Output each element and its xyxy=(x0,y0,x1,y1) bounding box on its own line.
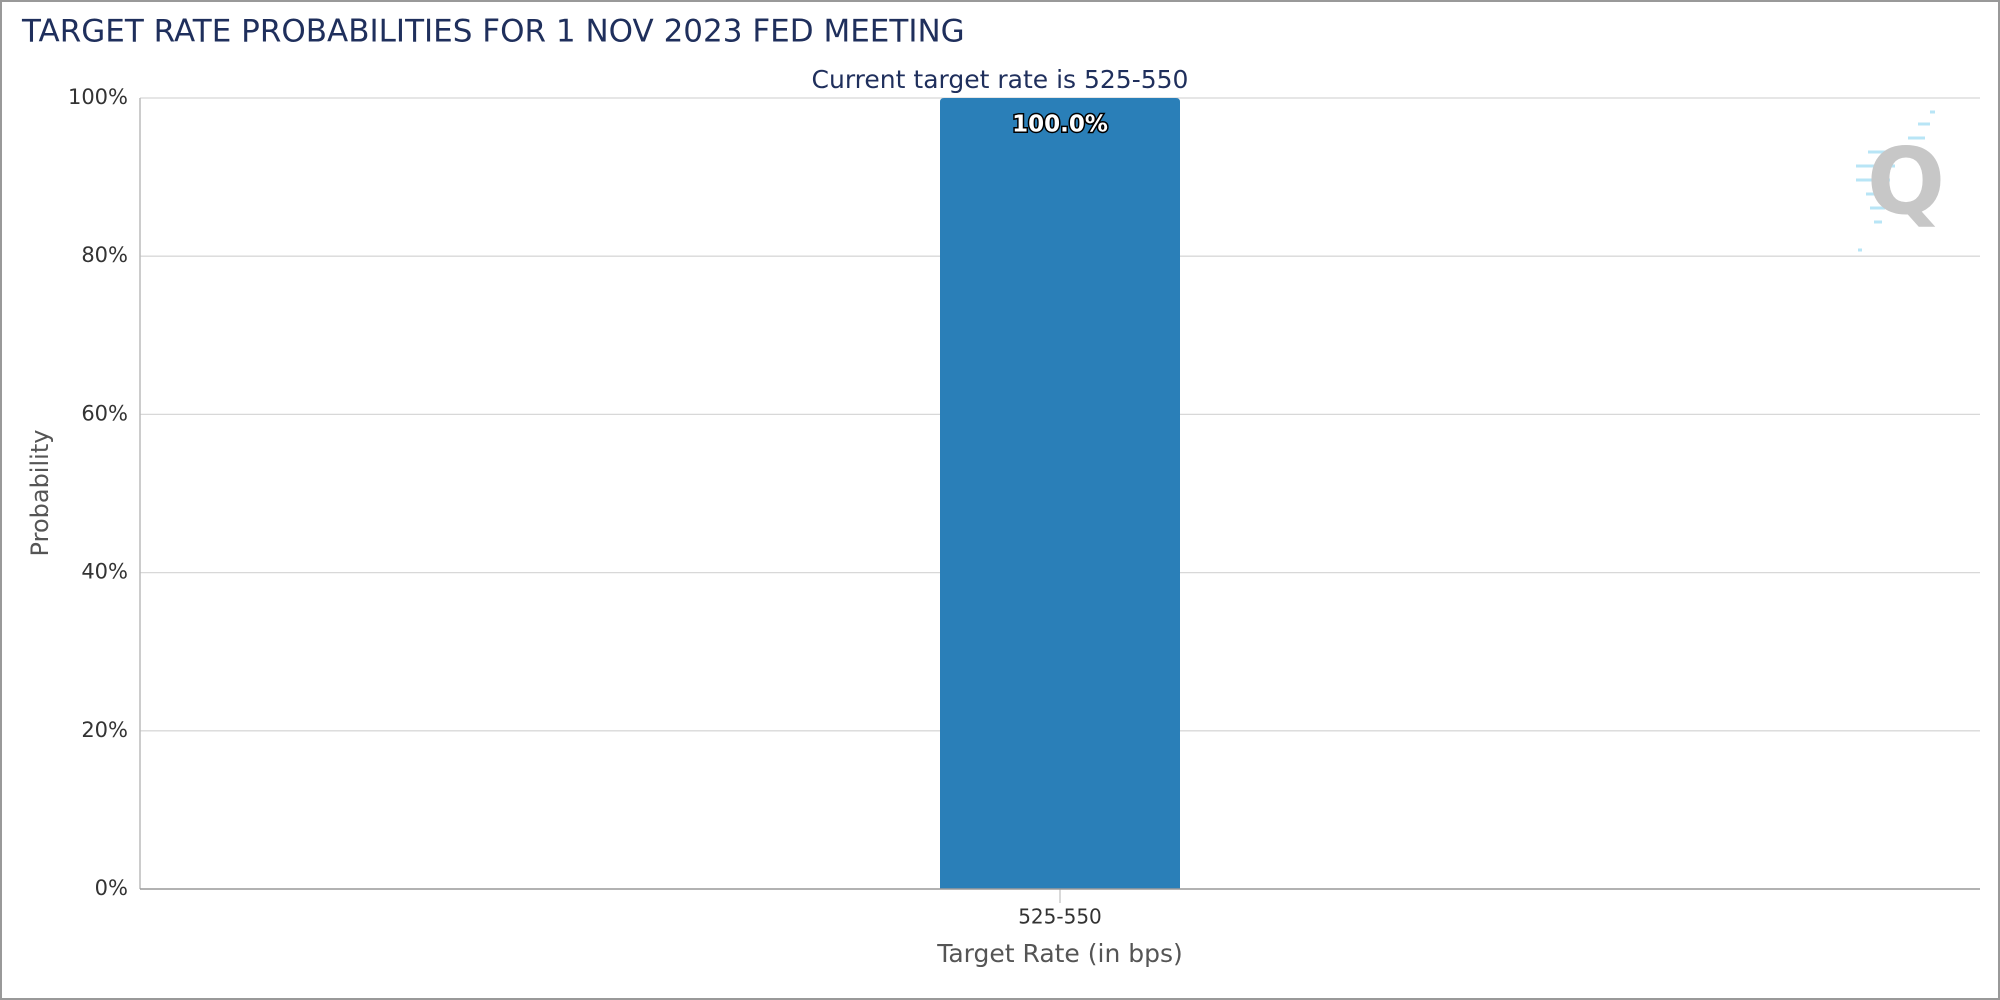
y-tick-label: 100% xyxy=(68,85,128,109)
svg-text:Q: Q xyxy=(1867,128,1945,235)
chart-subtitle: Current target rate is 525-550 xyxy=(812,65,1189,94)
y-tick-label: 40% xyxy=(81,560,128,584)
data-label: 100.0% xyxy=(1012,112,1108,138)
watermark-logo: Q xyxy=(1856,110,1945,252)
x-axis-title: Target Rate (in bps) xyxy=(936,939,1183,968)
chart-title: TARGET RATE PROBABILITIES FOR 1 NOV 2023… xyxy=(21,14,965,50)
y-axis-title: Probability xyxy=(26,430,54,557)
x-tick-label: 525-550 xyxy=(1018,905,1102,929)
y-tick-label: 20% xyxy=(81,718,128,742)
y-tick-label: 0% xyxy=(95,876,128,900)
y-tick-label: 60% xyxy=(81,401,128,425)
bar xyxy=(940,98,1180,889)
y-tick-label: 80% xyxy=(81,243,128,267)
